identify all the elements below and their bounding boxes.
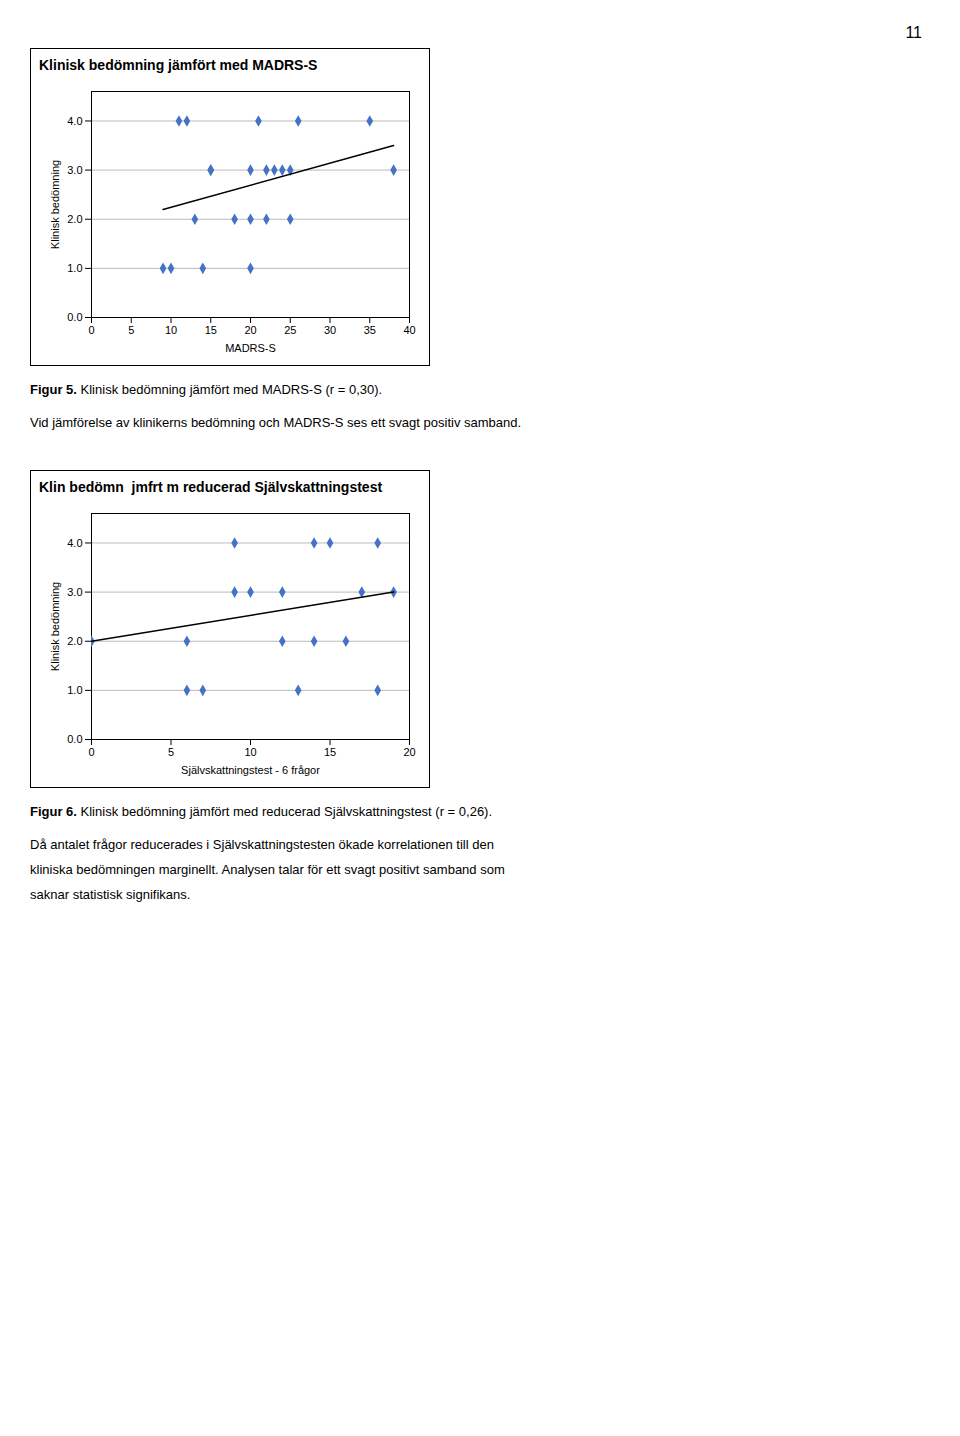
svg-text:25: 25 [284, 324, 296, 336]
svg-text:0: 0 [88, 324, 94, 336]
html-text:saknar statistisk signifikans.: saknar statistisk signifikans. [30, 887, 191, 902]
svg-text:4.0: 4.0 [67, 536, 82, 548]
svg-text:40: 40 [403, 324, 415, 336]
svg-text:20: 20 [403, 746, 415, 758]
html-text:Figur 5. Klinisk bedömning jäm: Figur 5. Klinisk bedömning jämfört med M… [30, 382, 383, 397]
svg-text:3.0: 3.0 [67, 164, 82, 176]
svg-text:Självskattningstest - 6 frågor: Självskattningstest - 6 frågor [181, 764, 320, 776]
html-text:Klin bedömn jmfrt m reducerad: Klin bedömn jmfrt m reducerad Självskatt… [39, 479, 383, 495]
svg-text:5: 5 [128, 324, 134, 336]
svg-text:MADRS-S: MADRS-S [225, 342, 276, 354]
html-text:Då antalet frågor reducerades: Då antalet frågor reducerades i Självska… [30, 837, 494, 852]
svg-text:4.0: 4.0 [67, 114, 82, 126]
svg-text:0: 0 [88, 746, 94, 758]
svg-text:1.0: 1.0 [67, 262, 82, 274]
svg-text:35: 35 [364, 324, 376, 336]
svg-text:15: 15 [324, 746, 336, 758]
svg-text:0.0: 0.0 [67, 733, 82, 745]
html-text:11: 11 [905, 24, 922, 41]
svg-text:1.0: 1.0 [67, 684, 82, 696]
svg-text:2.0: 2.0 [67, 635, 82, 647]
html-text:Figur 6. Klinisk bedömning jäm: Figur 6. Klinisk bedömning jämfört med r… [30, 804, 493, 819]
svg-text:5: 5 [168, 746, 174, 758]
svg-text:20: 20 [244, 324, 256, 336]
html-text:Vid jämförelse av klinikerns b: Vid jämförelse av klinikerns bedömning o… [30, 415, 522, 430]
svg-text:0.0: 0.0 [67, 311, 82, 323]
svg-text:10: 10 [165, 324, 177, 336]
svg-text:3.0: 3.0 [67, 586, 82, 598]
svg-text:10: 10 [244, 746, 256, 758]
html-text:kliniska bedömningen marginell: kliniska bedömningen marginellt. Analyse… [30, 862, 505, 877]
svg-text:15: 15 [205, 324, 217, 336]
svg-text:2.0: 2.0 [67, 213, 82, 225]
svg-text:Klinisk bedömning: Klinisk bedömning [49, 160, 61, 249]
svg-text:Klinisk bedömning: Klinisk bedömning [49, 582, 61, 671]
svg-text:30: 30 [324, 324, 336, 336]
html-text:Klinisk bedömning jämfört med: Klinisk bedömning jämfört med MADRS-S [39, 57, 318, 73]
